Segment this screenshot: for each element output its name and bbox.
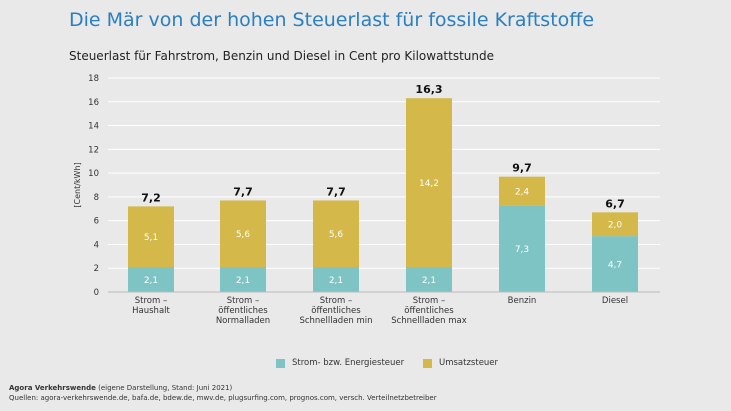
x-tick-label: Normalladen <box>216 316 270 326</box>
bar-value-label: 5,6 <box>329 230 344 240</box>
y-tick-label: 14 <box>88 122 99 132</box>
footer-credit: Agora Verkehrswende (eigene Darstellung,… <box>9 383 437 393</box>
bar-total-label: 7,7 <box>326 185 346 198</box>
legend-label-umsatzsteuer: Umsatzsteuer <box>439 358 499 368</box>
x-tick-label: öffentliches <box>218 306 268 316</box>
x-tick-label: öffentliches <box>404 306 454 316</box>
x-tick-label: Haushalt <box>132 306 170 316</box>
legend-label-energiesteuer: Strom- bzw. Energiesteuer <box>292 358 405 368</box>
bar-segment <box>220 267 266 292</box>
bar-segment <box>499 176 545 206</box>
x-tick-label: Schnellladen min <box>299 316 372 326</box>
bar-value-label: 4,7 <box>608 261 622 271</box>
bar-value-label: 5,1 <box>144 233 158 243</box>
bar-total-label: 9,7 <box>512 162 532 175</box>
bar-segment <box>592 212 638 237</box>
bar-value-label: 2,1 <box>422 276 436 286</box>
bar-total-label: 7,2 <box>141 191 161 204</box>
y-tick-label: 10 <box>88 169 99 179</box>
x-tick-label: Strom – <box>135 296 167 306</box>
y-tick-label: 0 <box>94 288 99 298</box>
y-axis-label: [Cent/kWh] <box>73 162 82 207</box>
bar-segment <box>406 267 452 292</box>
x-tick-label: Benzin <box>508 296 537 306</box>
y-tick-label: 12 <box>88 145 99 155</box>
bar-value-label: 7,3 <box>515 245 529 255</box>
bar-segment <box>220 200 266 268</box>
legend-swatch-umsatzsteuer <box>423 358 432 368</box>
footer-sources: Quellen: agora-verkehrswende.de, bafa.de… <box>9 394 437 402</box>
legend-swatch-energiesteuer <box>276 358 285 368</box>
bar-total-label: 6,7 <box>605 197 625 210</box>
y-tick-label: 2 <box>94 264 99 274</box>
x-tick-label: Strom – <box>413 296 445 306</box>
bar-segment <box>313 267 359 292</box>
y-tick-label: 4 <box>94 240 99 250</box>
footer-note: (eigene Darstellung, Stand: Juni 2021) <box>95 384 233 392</box>
x-tick-label: Diesel <box>602 296 628 306</box>
bar-value-label: 5,6 <box>236 230 251 240</box>
legend-item-energiesteuer: Strom- bzw. Energiesteuer <box>276 357 404 369</box>
bar-segment <box>499 205 545 292</box>
bar-value-label: 2,1 <box>236 276 250 286</box>
legend-item-umsatzsteuer: Umsatzsteuer <box>423 357 498 369</box>
x-tick-label: Schnellladen max <box>391 316 467 326</box>
bar-value-label: 2,1 <box>329 276 343 286</box>
y-tick-label: 16 <box>88 98 99 108</box>
bar-segment <box>406 98 452 268</box>
y-tick-label: 8 <box>94 193 99 203</box>
bar-segment <box>313 200 359 268</box>
bar-total-label: 16,3 <box>415 83 442 96</box>
footer: Agora Verkehrswende (eigene Darstellung,… <box>9 383 437 403</box>
x-tick-label: Strom – <box>320 296 352 306</box>
bar-value-label: 2,1 <box>144 276 158 286</box>
x-tick-label: öffentliches <box>311 306 361 316</box>
y-tick-label: 6 <box>94 217 99 227</box>
page-title: Die Mär von der hohen Steuerlast für fos… <box>69 9 595 31</box>
bar-segment <box>128 206 174 268</box>
bar-segment <box>592 236 638 292</box>
bar-value-label: 2,0 <box>608 221 623 231</box>
chart-subtitle: Steuerlast für Fahrstrom, Benzin und Die… <box>69 49 495 63</box>
bar-value-label: 2,4 <box>515 187 530 197</box>
bar-total-label: 7,7 <box>233 185 253 198</box>
bar-segment <box>128 267 174 292</box>
bar-value-label: 14,2 <box>419 179 439 189</box>
x-tick-label: Strom – <box>227 296 259 306</box>
y-tick-label: 18 <box>88 74 99 84</box>
footer-org: Agora Verkehrswende <box>9 384 96 392</box>
